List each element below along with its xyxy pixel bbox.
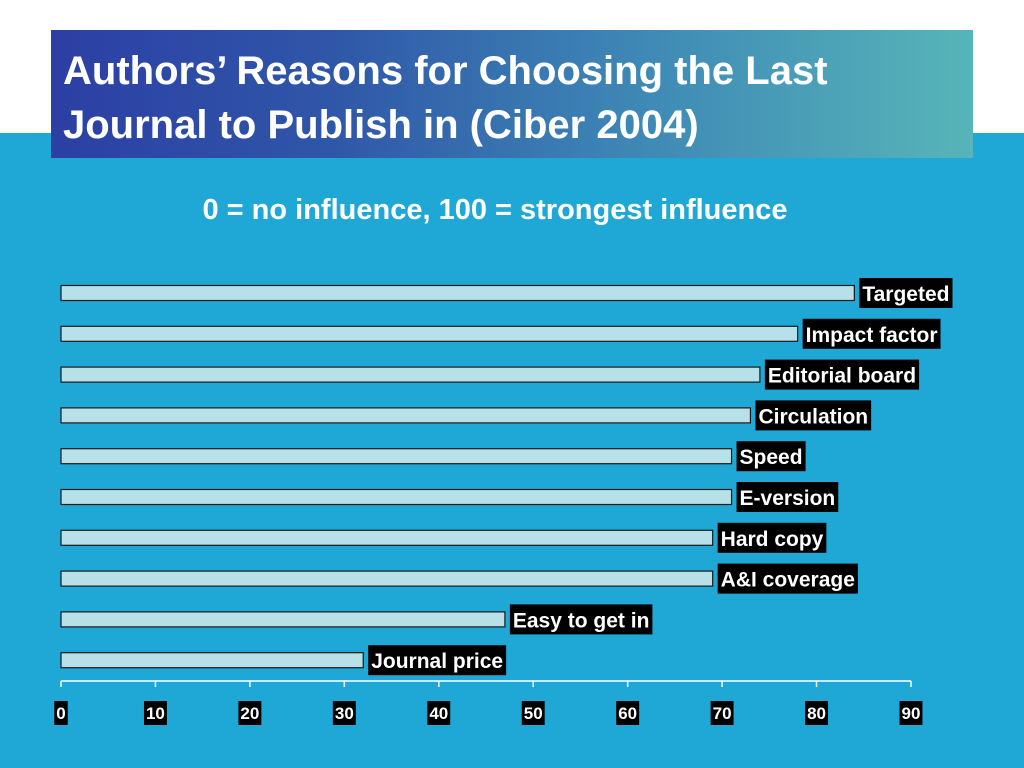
x-tick-label: 40: [429, 704, 448, 723]
bar-label-box: [368, 645, 507, 676]
bar: [60, 325, 799, 342]
slide-subtitle: 0 = no influence, 100 = strongest influe…: [202, 194, 788, 226]
bar: [60, 611, 506, 628]
bar-label-box: [755, 400, 872, 431]
bar-label-box: [736, 441, 806, 472]
bar-label-box: [859, 278, 953, 308]
x-tick-label: 90: [902, 704, 921, 723]
bar-label-group: E-version: [736, 482, 839, 512]
bar-label-group: Editorial board: [764, 359, 920, 390]
x-tick-box: [332, 701, 356, 725]
bar: [60, 366, 761, 383]
x-tick-group: 10: [143, 701, 167, 725]
x-tick-label: 80: [807, 704, 826, 723]
bar-label-box: [717, 522, 827, 553]
x-tick-label: 10: [146, 704, 165, 723]
bar-label-box: [764, 359, 920, 390]
x-tick-box: [805, 701, 829, 725]
bar-label-group: Journal price: [368, 645, 507, 676]
x-tick-box: [143, 701, 167, 725]
bar: [60, 407, 752, 424]
x-tick-box: [899, 701, 923, 725]
bar-label: Speed: [740, 446, 803, 469]
bar: [60, 529, 714, 546]
bar-label-group: A&I coverage: [717, 563, 858, 594]
bar-label-group: Targeted: [859, 278, 953, 308]
x-tick-label: 60: [618, 704, 637, 723]
x-tick-box: [616, 701, 640, 725]
x-tick-group: 0: [54, 701, 68, 725]
bar-label-group: Circulation: [755, 400, 872, 431]
bar-label: Easy to get in: [513, 609, 650, 632]
bar-label-box: [736, 482, 839, 512]
x-tick-group: 80: [805, 701, 829, 725]
bar: [60, 488, 733, 506]
x-tick-box: [521, 701, 545, 725]
bar-label: A&I coverage: [721, 569, 855, 592]
bar-label-group: Speed: [736, 441, 806, 472]
bar: [60, 570, 714, 587]
x-tick-group: 90: [899, 701, 923, 725]
x-tick-group: 70: [710, 701, 734, 725]
x-tick-label: 50: [524, 704, 543, 723]
x-tick-label: 0: [56, 704, 65, 723]
x-tick-label: 20: [240, 704, 259, 723]
bar-label: Circulation: [758, 405, 868, 428]
bar: [60, 652, 364, 669]
x-tick-box: [427, 701, 451, 725]
bar-label-group: Hard copy: [717, 522, 827, 553]
x-tick-group: 20: [238, 701, 262, 725]
bar-label: Impact factor: [806, 324, 938, 347]
x-tick-box: [238, 701, 262, 725]
x-tick-label: 70: [713, 704, 732, 723]
x-tick-box: [54, 701, 68, 725]
x-tick-box: [710, 701, 734, 725]
title-banner: Authors’ Reasons for Choosing the Last J…: [51, 30, 973, 158]
x-tick-group: 50: [521, 701, 545, 725]
bar-label-box: [509, 604, 653, 635]
bar-label: Hard copy: [721, 528, 824, 551]
bar-label-box: [802, 318, 941, 349]
slide-title: Authors’ Reasons for Choosing the Last J…: [63, 49, 828, 147]
bar-label-box: [717, 563, 858, 594]
x-tick-group: 40: [427, 701, 451, 725]
bar: [60, 448, 733, 465]
x-tick-group: 60: [616, 701, 640, 725]
bar-label-group: Impact factor: [802, 318, 941, 349]
bar-label: Journal price: [371, 650, 503, 673]
x-tick-label: 30: [335, 704, 354, 723]
bar-label: E-version: [740, 487, 836, 510]
bar-label-group: Easy to get in: [509, 604, 653, 635]
bar: [60, 284, 855, 302]
bar-label: Targeted: [862, 283, 949, 306]
bar-label: Editorial board: [768, 365, 916, 388]
x-tick-group: 30: [332, 701, 356, 725]
